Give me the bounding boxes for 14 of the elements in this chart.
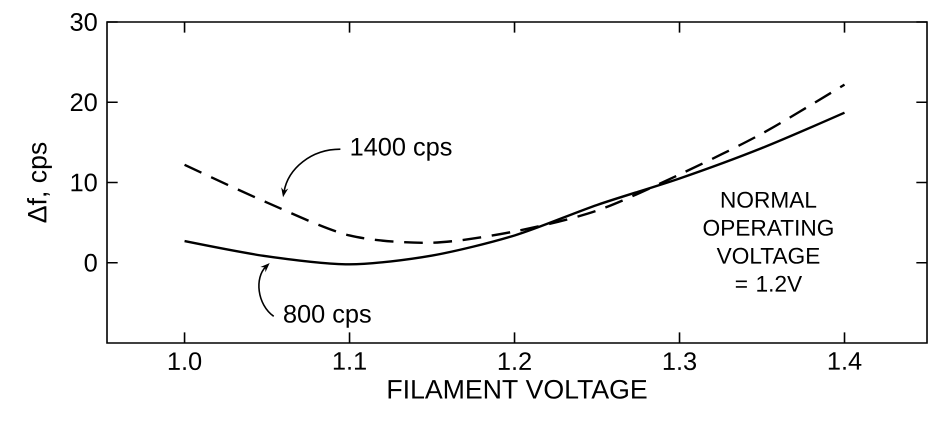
x-tick-label: 1.1 [334,352,366,370]
y-tick-label: 30 [70,13,97,31]
x-tick-label: 1.3 [664,352,696,370]
series-label: 800 cps [284,304,371,328]
x-axis-title: FILAMENT VOLTAGE [388,380,647,399]
y-tick-label: 0 [84,254,97,272]
x-tick-label: 1.0 [168,352,202,370]
y-tick-label: 10 [72,174,97,192]
y-axis-title: Δf, cps [27,142,52,222]
y-tick-label: 20 [70,93,97,112]
annotation: NORMAL OPERATING VOLTAGE = 1.2V [704,192,833,292]
x-tick-label: 1.4 [828,352,862,370]
text: 1400 cps [352,138,452,161]
x-tick-label: 1.2 [498,352,531,370]
